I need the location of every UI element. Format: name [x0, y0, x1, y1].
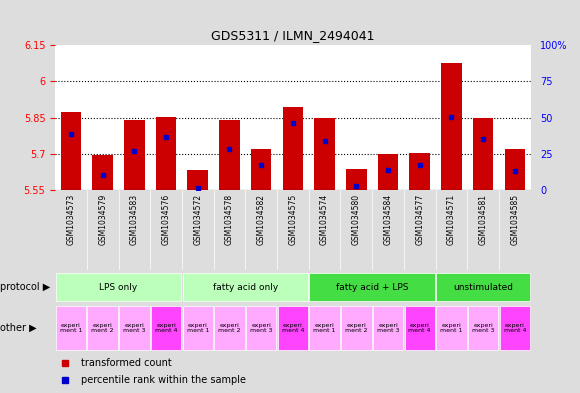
Text: other ▶: other ▶ [0, 323, 37, 333]
Text: experi
ment 4: experi ment 4 [282, 323, 304, 334]
Bar [219, 120, 240, 190]
Text: experi
ment 2: experi ment 2 [345, 323, 368, 334]
Bar [409, 153, 430, 190]
Text: experi
ment 1: experi ment 1 [187, 323, 209, 334]
Text: GSM1034574: GSM1034574 [320, 194, 329, 245]
Bar [309, 307, 340, 350]
Bar [246, 307, 277, 350]
Bar [214, 307, 245, 350]
Text: fatty acid + LPS: fatty acid + LPS [336, 283, 408, 292]
Text: GSM1034575: GSM1034575 [288, 194, 298, 245]
Text: GSM1034572: GSM1034572 [193, 194, 202, 245]
Text: GSM1034577: GSM1034577 [415, 194, 424, 245]
Bar [314, 118, 335, 190]
Bar [282, 107, 303, 190]
Text: transformed count: transformed count [81, 358, 172, 368]
Text: experi
ment 3: experi ment 3 [377, 323, 399, 334]
Title: GDS5311 / ILMN_2494041: GDS5311 / ILMN_2494041 [211, 29, 375, 42]
Text: GSM1034581: GSM1034581 [478, 194, 488, 245]
Bar [251, 149, 271, 190]
Bar [56, 273, 182, 301]
Text: experi
ment 3: experi ment 3 [250, 323, 273, 334]
Bar [124, 121, 144, 190]
Text: GSM1034584: GSM1034584 [383, 194, 393, 245]
Text: LPS only: LPS only [99, 283, 137, 292]
Text: experi
ment 2: experi ment 2 [218, 323, 241, 334]
Text: experi
ment 1: experi ment 1 [313, 323, 336, 334]
Text: GSM1034578: GSM1034578 [225, 194, 234, 245]
Bar [187, 170, 208, 190]
Text: experi
ment 4: experi ment 4 [408, 323, 431, 334]
Text: experi
ment 2: experi ment 2 [92, 323, 114, 334]
Text: GSM1034573: GSM1034573 [67, 194, 75, 245]
Text: experi
ment 1: experi ment 1 [440, 323, 463, 334]
Text: unstimulated: unstimulated [453, 283, 513, 292]
Text: GSM1034580: GSM1034580 [352, 194, 361, 245]
Text: GSM1034571: GSM1034571 [447, 194, 456, 245]
Bar [88, 307, 118, 350]
Text: percentile rank within the sample: percentile rank within the sample [81, 375, 246, 385]
Text: experi
ment 1: experi ment 1 [60, 323, 82, 334]
Text: GSM1034579: GSM1034579 [98, 194, 107, 245]
Bar [183, 307, 213, 350]
Bar [441, 63, 462, 190]
Text: protocol ▶: protocol ▶ [0, 282, 50, 292]
Text: GSM1034583: GSM1034583 [130, 194, 139, 245]
Bar [309, 273, 435, 301]
Bar [473, 118, 494, 190]
Text: GSM1034582: GSM1034582 [257, 194, 266, 245]
Text: GSM1034576: GSM1034576 [162, 194, 171, 245]
Bar [404, 307, 435, 350]
Bar [436, 273, 530, 301]
Bar [341, 307, 372, 350]
Text: GSM1034585: GSM1034585 [510, 194, 519, 245]
Bar [436, 307, 467, 350]
Text: experi
ment 4: experi ment 4 [503, 323, 526, 334]
Bar [378, 154, 398, 190]
Bar [151, 307, 182, 350]
Bar [61, 112, 81, 190]
Text: fatty acid only: fatty acid only [213, 283, 278, 292]
Bar [56, 307, 86, 350]
Bar [156, 117, 176, 190]
Bar [373, 307, 403, 350]
Text: experi
ment 3: experi ment 3 [472, 323, 494, 334]
Bar [346, 169, 367, 190]
Bar [499, 307, 530, 350]
Bar [119, 307, 150, 350]
Bar [505, 149, 525, 190]
Bar [183, 273, 308, 301]
Text: experi
ment 3: experi ment 3 [123, 323, 146, 334]
Bar [278, 307, 308, 350]
Bar [92, 155, 113, 190]
Bar [468, 307, 498, 350]
Text: experi
ment 4: experi ment 4 [155, 323, 177, 334]
